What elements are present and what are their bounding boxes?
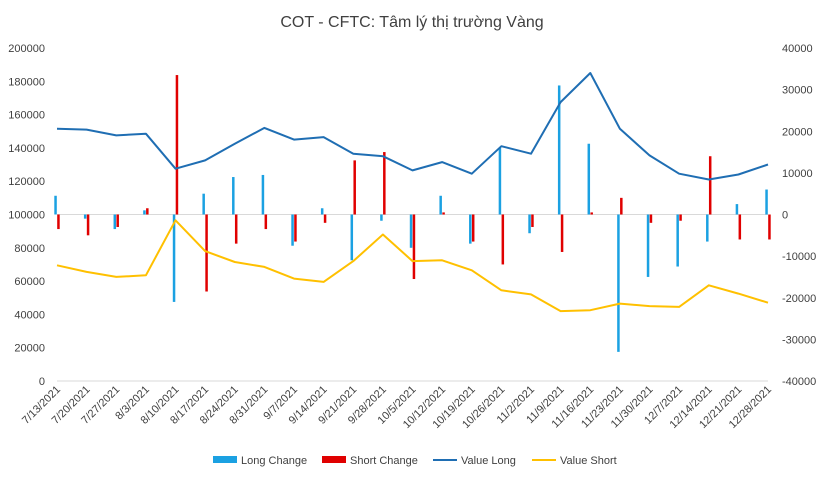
short-change-bar (471, 214, 475, 242)
long-change-bar (380, 214, 383, 221)
short-change-bar (708, 156, 712, 215)
right-tick-label: -30000 (782, 334, 816, 346)
legend: Long Change Short Change Value Long Value S… (213, 455, 617, 467)
line-series (56, 72, 769, 313)
left-tick-label: 60000 (14, 276, 45, 288)
short-change-bar (412, 214, 416, 280)
left-tick-label: 120000 (8, 176, 45, 188)
short-change-bar (294, 214, 297, 242)
right-tick-label: 20000 (782, 126, 813, 138)
legend-swatch-short-change (322, 456, 346, 463)
right-tick-label: 10000 (782, 168, 813, 180)
long-change-bar (113, 214, 117, 230)
long-change-bar (350, 214, 354, 261)
short-change-bar (501, 214, 505, 265)
long-change-bar (409, 214, 413, 248)
left-tick-label: 160000 (8, 110, 45, 122)
left-tick-label: 100000 (8, 210, 45, 222)
long-change-bar (172, 214, 176, 302)
short-change-bar (57, 214, 60, 230)
right-tick-label: -10000 (782, 251, 816, 263)
short-change-bar (531, 214, 534, 227)
long-change-bar (320, 208, 324, 215)
short-change-bar (234, 214, 238, 244)
long-change-bar (617, 214, 620, 352)
short-change-bar (116, 214, 119, 227)
right-axis-ticks: -40000 -30000 -20000 -10000 0 10000 20000 30000… (782, 43, 816, 388)
short-change-bar (205, 214, 208, 292)
value-long-line (56, 72, 769, 181)
short-change-bar (175, 75, 179, 215)
left-tick-label: 140000 (8, 143, 45, 155)
left-tick-label: 180000 (8, 76, 45, 88)
short-change-bar (738, 214, 742, 240)
long-change-bar (83, 214, 87, 219)
long-change-bar (202, 193, 205, 215)
long-change-bar (291, 214, 294, 246)
left-tick-label: 20000 (14, 343, 45, 355)
short-change-bar (679, 214, 682, 221)
short-change-bar (353, 160, 356, 215)
long-change-bar (261, 174, 265, 215)
long-change-bar (469, 214, 472, 244)
long-change-bar (528, 214, 531, 234)
long-change-bar (232, 177, 235, 215)
long-change-bar (498, 147, 502, 215)
short-change-bar (323, 214, 327, 223)
left-tick-label: 80000 (14, 243, 45, 255)
short-change-bar (590, 212, 593, 215)
short-change-bar (442, 212, 445, 215)
right-tick-label: 30000 (782, 85, 813, 97)
left-tick-label: 200000 (8, 43, 45, 55)
left-tick-label: 0 (39, 376, 45, 388)
right-tick-label: 40000 (782, 43, 813, 55)
long-change-bar (706, 214, 709, 242)
long-change-bar (143, 210, 146, 215)
short-change-bar (560, 214, 564, 252)
bar-series (54, 75, 771, 352)
legend-label-long-change: Long Change (241, 455, 307, 467)
legend-swatch-long-change (213, 456, 237, 463)
long-change-bar (676, 214, 679, 267)
short-change-bar (649, 214, 653, 223)
short-change-bar (86, 214, 90, 236)
value-short-line (56, 219, 769, 313)
long-change-bar (765, 189, 768, 215)
short-change-bar (264, 214, 268, 230)
short-change-bar (146, 208, 149, 215)
long-change-bar (557, 85, 561, 215)
short-change-bar (383, 152, 386, 215)
left-tick-label: 40000 (14, 309, 45, 321)
short-change-bar (768, 214, 771, 240)
legend-label-value-short: Value Short (560, 455, 617, 467)
long-change-bar (54, 195, 57, 215)
legend-label-value-long: Value Long (461, 455, 516, 467)
short-change-bar (620, 197, 623, 215)
legend-label-short-change: Short Change (350, 455, 418, 467)
right-tick-label: -20000 (782, 293, 816, 305)
long-change-bar (439, 195, 442, 215)
left-axis-ticks: 0 20000 40000 60000 80000 100000 120000 140000 1… (8, 43, 45, 388)
right-tick-label: -40000 (782, 376, 816, 388)
long-change-bar (735, 204, 739, 215)
long-change-bar (587, 143, 591, 215)
right-tick-label: 0 (782, 210, 788, 222)
long-change-bar (646, 214, 650, 277)
chart-title: COT - CFTC: Tâm lý thị trường Vàng (280, 14, 543, 31)
